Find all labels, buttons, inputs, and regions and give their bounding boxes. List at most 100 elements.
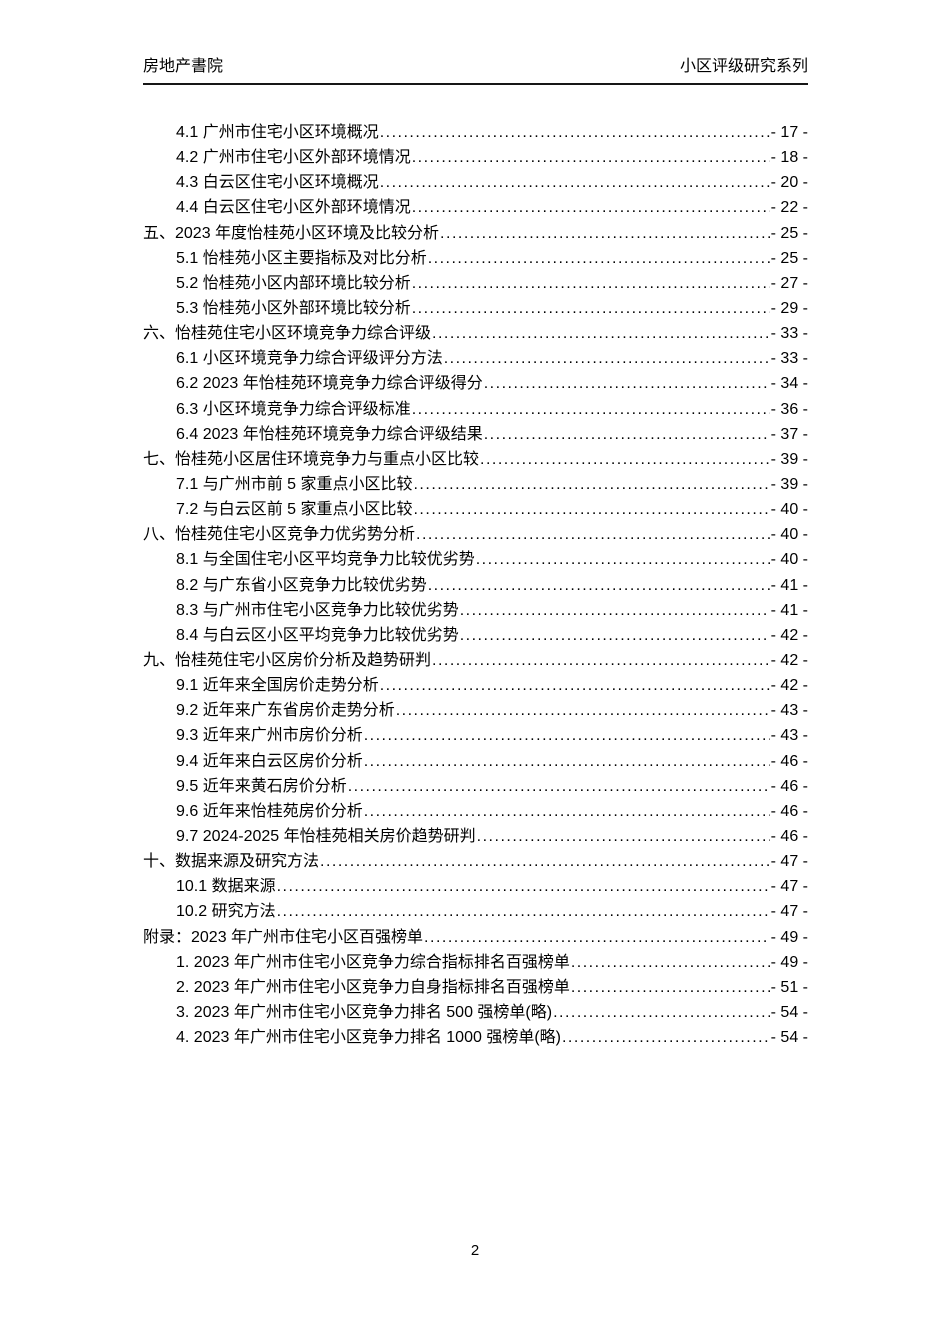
- toc-leader-dots: [380, 170, 770, 195]
- toc-leader-dots: [380, 120, 770, 145]
- toc-leader-dots: [348, 774, 770, 799]
- toc-entry-label: 4.2 广州市住宅小区外部环境情况: [176, 149, 411, 167]
- toc-leader-dots: [412, 397, 770, 422]
- toc-entry: 8.2 与广东省小区竞争力比较优劣势 - 41 -: [143, 573, 808, 598]
- toc-entry-page: - 54 -: [770, 1029, 808, 1047]
- toc-entry: 六、怡桂苑住宅小区环境竞争力综合评级 - 33 -: [143, 321, 808, 346]
- toc-entry: 5.2 怡桂苑小区内部环境比较分析 - 27 -: [143, 271, 808, 296]
- toc-entry-page: - 36 -: [770, 400, 808, 418]
- toc-leader-dots: [432, 321, 770, 346]
- toc-entry: 3. 2023 年广州市住宅小区竞争力排名 500 强榜单(略) - 54 -: [143, 1000, 808, 1025]
- toc-entry-label: 1. 2023 年广州市住宅小区竞争力综合指标排名百强榜单: [176, 953, 570, 971]
- toc-entry-label: 9.7 2024-2025 年怡桂苑相关房价趋势研判: [176, 827, 476, 845]
- toc-entry-label: 4.3 白云区住宅小区环境概况: [176, 174, 379, 192]
- toc-leader-dots: [277, 874, 770, 899]
- toc-entry-label: 7.1 与广州市前 5 家重点小区比较: [176, 475, 413, 493]
- toc-entry-label: 9.2 近年来广东省房价走势分析: [176, 702, 395, 720]
- toc-list: 4.1 广州市住宅小区环境概况 - 17 - 4.2 广州市住宅小区外部环境情况 - …: [143, 120, 808, 1050]
- toc-entry: 9.2 近年来广东省房价走势分析 - 43 -: [143, 698, 808, 723]
- toc-leader-dots: [477, 824, 770, 849]
- toc-entry-page: - 47 -: [770, 878, 808, 896]
- toc-entry: 1. 2023 年广州市住宅小区竞争力综合指标排名百强榜单 - 49 -: [143, 950, 808, 975]
- toc-leader-dots: [396, 698, 770, 723]
- toc-entry-label: 七、怡桂苑小区居住环境竞争力与重点小区比较: [143, 450, 480, 468]
- toc-entry-label: 5.1 怡桂苑小区主要指标及对比分析: [176, 249, 427, 267]
- toc-entry-page: - 37 -: [770, 425, 808, 443]
- toc-entry-page: - 39 -: [770, 475, 808, 493]
- toc-entry: 9.3 近年来广州市房价分析 - 43 -: [143, 723, 808, 748]
- toc-entry: 4.2 广州市住宅小区外部环境情况 - 18 -: [143, 145, 808, 170]
- toc-leader-dots: [416, 522, 770, 547]
- toc-entry: 6.1 小区环境竞争力综合评级评分方法 - 33 -: [143, 346, 808, 371]
- toc-entry-label: 5.3 怡桂苑小区外部环境比较分析: [176, 299, 411, 317]
- toc-entry-page: - 39 -: [770, 450, 808, 468]
- toc-entry-label: 6.3 小区环境竞争力综合评级标准: [176, 400, 411, 418]
- toc-entry-label: 9.1 近年来全国房价走势分析: [176, 677, 379, 695]
- toc-entry: 10.1 数据来源 - 47 -: [143, 874, 808, 899]
- toc-entry-page: - 18 -: [770, 149, 808, 167]
- toc-leader-dots: [432, 648, 770, 673]
- toc-entry-page: - 25 -: [770, 249, 808, 267]
- toc-entry-label: 五、2023 年度怡桂苑小区环境及比较分析: [143, 224, 440, 242]
- toc-entry: 5.3 怡桂苑小区外部环境比较分析 - 29 -: [143, 296, 808, 321]
- toc-entry: 10.2 研究方法 - 47 -: [143, 899, 808, 924]
- page-header: 房地产書院 小区评级研究系列: [143, 56, 808, 85]
- toc-entry-page: - 40 -: [770, 526, 808, 544]
- toc-entry-label: 2. 2023 年广州市住宅小区竞争力自身指标排名百强榜单: [176, 978, 570, 996]
- toc-entry-label: 九、怡桂苑住宅小区房价分析及趋势研判: [143, 651, 432, 669]
- toc-entry: 附录：2023 年广州市住宅小区百强榜单 - 49 -: [143, 925, 808, 950]
- toc-entry-page: - 42 -: [770, 677, 808, 695]
- toc-entry: 8.4 与白云区小区平均竞争力比较优劣势 - 42 -: [143, 623, 808, 648]
- toc-leader-dots: [460, 598, 770, 623]
- toc-entry: 9.1 近年来全国房价走势分析 - 42 -: [143, 673, 808, 698]
- toc-entry: 6.4 2023 年怡桂苑环境竞争力综合评级结果 - 37 -: [143, 422, 808, 447]
- toc-entry-page: - 33 -: [770, 325, 808, 343]
- toc-entry: 五、2023 年度怡桂苑小区环境及比较分析 - 25 -: [143, 221, 808, 246]
- toc-entry-page: - 22 -: [770, 199, 808, 217]
- toc-leader-dots: [380, 673, 770, 698]
- header-left-title: 房地产書院: [143, 58, 224, 75]
- toc-entry-page: - 42 -: [770, 626, 808, 644]
- toc-entry-page: - 46 -: [770, 752, 808, 770]
- toc-leader-dots: [364, 723, 770, 748]
- toc-entry: 7.2 与白云区前 5 家重点小区比较 - 40 -: [143, 497, 808, 522]
- toc-entry: 8.1 与全国住宅小区平均竞争力比较优劣势 - 40 -: [143, 547, 808, 572]
- toc-leader-dots: [460, 623, 770, 648]
- toc-entry-page: - 46 -: [770, 777, 808, 795]
- toc-entry: 8.3 与广州市住宅小区竞争力比较优劣势 - 41 -: [143, 598, 808, 623]
- toc-entry-label: 4.4 白云区住宅小区外部环境情况: [176, 199, 411, 217]
- toc-leader-dots: [571, 975, 770, 1000]
- toc-leader-dots: [413, 472, 769, 497]
- toc-entry-page: - 41 -: [770, 601, 808, 619]
- toc-entry: 七、怡桂苑小区居住环境竞争力与重点小区比较 - 39 -: [143, 447, 808, 472]
- toc-entry-label: 9.6 近年来怡桂苑房价分析: [176, 802, 363, 820]
- toc-entry-page: - 49 -: [770, 953, 808, 971]
- toc-entry: 4. 2023 年广州市住宅小区竞争力排名 1000 强榜单(略) - 54 -: [143, 1025, 808, 1050]
- toc-entry: 6.3 小区环境竞争力综合评级标准 - 36 -: [143, 397, 808, 422]
- toc-entry-label: 10.1 数据来源: [176, 878, 276, 896]
- toc-entry-label: 7.2 与白云区前 5 家重点小区比较: [176, 501, 413, 519]
- toc-entry-label: 6.2 2023 年怡桂苑环境竞争力综合评级得分: [176, 375, 483, 393]
- toc-entry-label: 8.2 与广东省小区竞争力比较优劣势: [176, 576, 427, 594]
- footer-page-number: 2: [470, 1242, 480, 1259]
- toc-leader-dots: [571, 950, 770, 975]
- toc-leader-dots: [428, 573, 770, 598]
- toc-entry: 9.6 近年来怡桂苑房价分析 - 46 -: [143, 799, 808, 824]
- toc-entry-label: 八、怡桂苑住宅小区竞争力优劣势分析: [143, 526, 416, 544]
- toc-leader-dots: [320, 849, 770, 874]
- toc-entry: 7.1 与广州市前 5 家重点小区比较 - 39 -: [143, 472, 808, 497]
- toc-leader-dots: [476, 547, 770, 572]
- toc-entry: 十、数据来源及研究方法 - 47 -: [143, 849, 808, 874]
- toc-entry-page: - 17 -: [770, 124, 808, 141]
- toc-entry-label: 6.1 小区环境竞争力综合评级评分方法: [176, 350, 443, 368]
- toc-entry: 5.1 怡桂苑小区主要指标及对比分析 - 25 -: [143, 246, 808, 271]
- toc-entry-label: 4.1 广州市住宅小区环境概况: [176, 124, 379, 141]
- toc-leader-dots: [412, 195, 770, 220]
- toc-leader-dots: [562, 1025, 770, 1050]
- toc-entry-label: 十、数据来源及研究方法: [143, 853, 320, 871]
- header-right-title: 小区评级研究系列: [679, 58, 808, 75]
- toc-leader-dots: [277, 899, 770, 924]
- toc-leader-dots: [424, 925, 770, 950]
- toc-entry-page: - 25 -: [770, 224, 808, 242]
- page-footer: 2: [0, 1241, 950, 1261]
